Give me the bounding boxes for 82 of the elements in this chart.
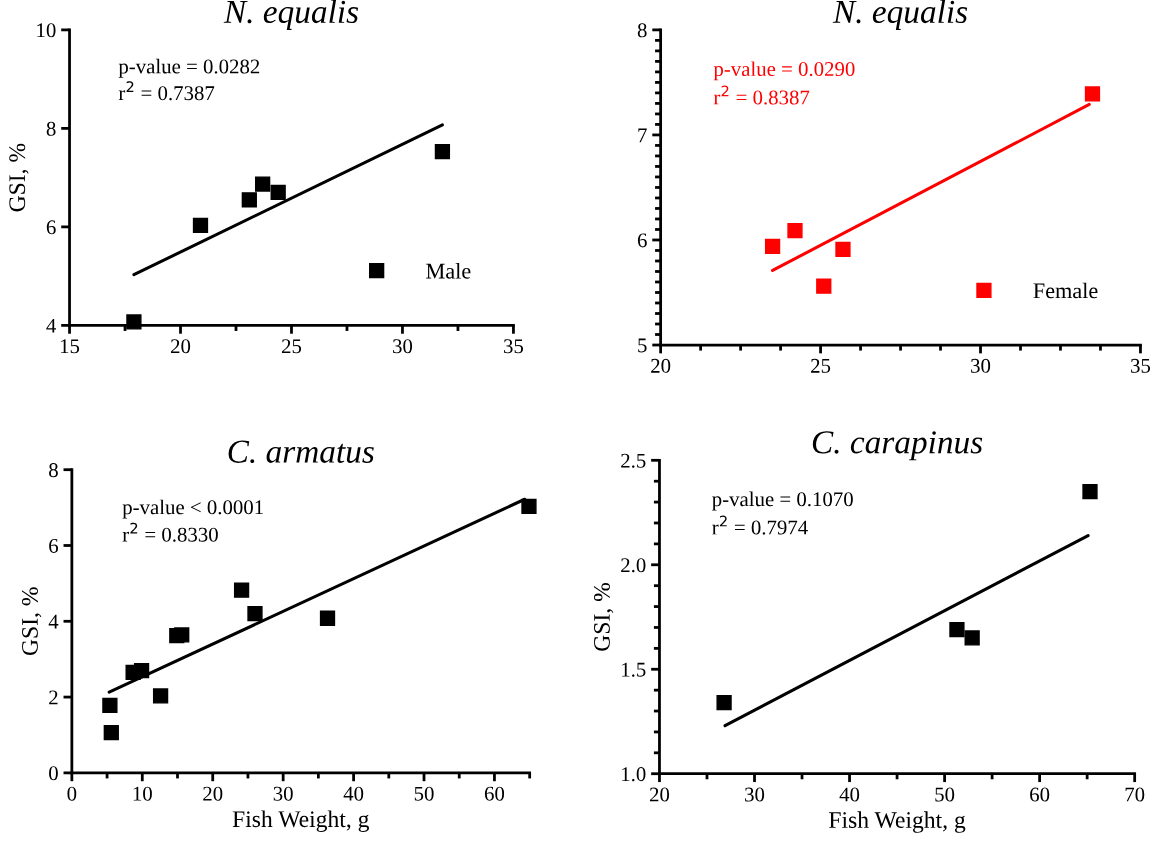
y-tick-label: 1.5 (622, 662, 646, 677)
x-tick-label: 30 (745, 787, 765, 802)
x-tick-label: 25 (811, 358, 831, 373)
chart-title: C. carapinus (812, 431, 983, 461)
x-tick-label: 0 (67, 786, 77, 801)
point (787, 222, 803, 239)
x-tick-label: 40 (839, 787, 860, 802)
x-tick-label: 35 (504, 339, 524, 354)
legend-label: Male (426, 263, 471, 279)
x-tick-label: 30 (273, 786, 293, 801)
x-tick-label: 30 (971, 358, 991, 373)
y-tick-label: 0 (49, 766, 58, 781)
point (1084, 86, 1101, 102)
y-tick-label: 5 (638, 338, 647, 353)
point (192, 217, 209, 234)
y-tick-label: 2.5 (621, 453, 646, 468)
annotation: p-value = 0.0290 (713, 61, 855, 81)
x-tick-label: 25 (281, 339, 302, 354)
point (241, 192, 257, 208)
x-axis-title: Fish Weight, g (232, 810, 370, 832)
x-tick-label: 70 (1125, 787, 1145, 802)
x-tick-label: 20 (649, 787, 670, 802)
y-tick-label: 8 (49, 463, 58, 478)
annotation: r$^{2}$ = 0.7387 (118, 81, 215, 101)
point (716, 695, 732, 711)
point (102, 697, 118, 714)
point (174, 627, 190, 643)
chart-title: C. armatus (228, 440, 374, 464)
y-tick-label: 7 (638, 128, 647, 143)
y-tick-label: 10 (37, 23, 56, 38)
point (816, 278, 832, 294)
y-tick-label: 8 (637, 23, 647, 38)
y-tick-label: 8 (46, 121, 56, 136)
y-tick-label: 6 (49, 538, 59, 553)
y-tick-label: 6 (46, 220, 56, 235)
x-tick-label: 20 (651, 358, 671, 373)
x-axis-title: Fish Weight, g (829, 811, 966, 833)
point (1082, 484, 1098, 500)
y-tick-label: 2 (49, 690, 58, 705)
y-axis-title: GSI, % (21, 587, 42, 656)
point (835, 241, 851, 258)
x-tick-label: 35 (1131, 358, 1151, 373)
x-tick-label: 50 (414, 786, 434, 801)
point (521, 498, 537, 515)
chart-title: N. equalis (223, 0, 359, 30)
y-tick-label: 4 (48, 614, 59, 629)
annotation: r$^{2}$ = 0.7974 (712, 515, 808, 535)
x-tick-label: 20 (171, 339, 191, 354)
point (103, 725, 119, 741)
y-tick-label: 1.0 (622, 767, 646, 782)
x-tick-label: 15 (60, 339, 80, 354)
point (434, 143, 451, 160)
point (964, 630, 980, 646)
annotation: p-value = 0.1070 (712, 491, 853, 511)
y-axis-title: GSI, % (593, 583, 614, 651)
chart-title: N. equalis (832, 0, 968, 30)
point (126, 314, 142, 330)
x-tick-label: 50 (935, 787, 955, 802)
legend-label: Female (1033, 282, 1098, 299)
point (270, 184, 286, 201)
annotation: r$^{2}$ = 0.8330 (122, 522, 218, 542)
annotation: r$^{2}$ = 0.8387 (713, 85, 810, 105)
x-tick-label: 40 (343, 786, 364, 801)
y-axis-title: GSI, % (9, 143, 29, 212)
point (133, 662, 150, 679)
y-tick-label: 4 (46, 318, 57, 333)
annotation: p-value < 0.0001 (122, 499, 263, 519)
point (152, 688, 169, 704)
x-tick-label: 60 (1030, 787, 1050, 802)
point (764, 238, 781, 254)
point (319, 610, 336, 626)
x-tick-label: 60 (484, 786, 505, 801)
y-tick-label: 6 (637, 233, 647, 248)
point (233, 582, 250, 598)
point (254, 176, 271, 192)
x-tick-label: 30 (393, 339, 413, 354)
point (247, 606, 263, 622)
x-tick-label: 10 (133, 786, 152, 801)
annotation: p-value = 0.0282 (118, 58, 260, 78)
x-tick-label: 20 (203, 786, 223, 801)
y-tick-label: 2.0 (621, 558, 646, 573)
point (949, 621, 965, 638)
